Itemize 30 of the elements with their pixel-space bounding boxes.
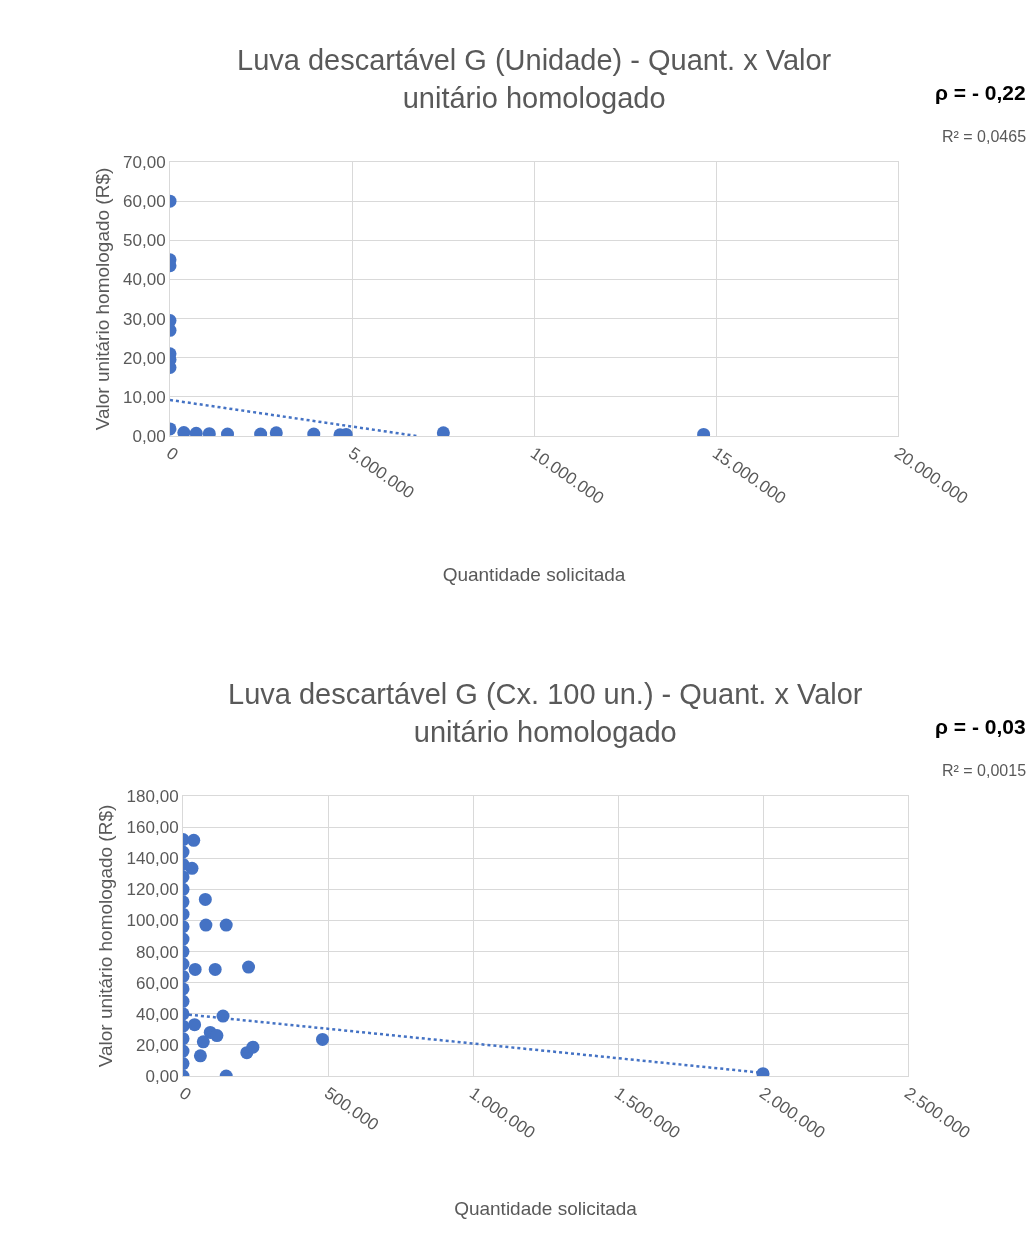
x-axis-title: Quantidade solicitada <box>454 1198 638 1220</box>
y-tick-label: 40,00 <box>136 1004 179 1024</box>
y-axis-title: Valor unitário homologado (R$) <box>95 804 117 1068</box>
text: ρ = - 0,22 <box>935 81 1026 104</box>
chart-title: Luva descartável G (Unidade) - Quant. x Valor unitário homologado <box>237 44 832 114</box>
y-tick-label: 30,00 <box>123 309 166 329</box>
y-tick-label: 60,00 <box>123 192 166 212</box>
text: R² = 0,0465 <box>942 128 1027 145</box>
y-axis-title: Valor unitário homologado (R$) <box>91 167 113 431</box>
y-tick-label: 120,00 <box>126 880 179 900</box>
y-tick-label: 100,00 <box>126 911 179 931</box>
y-tick-label: 60,00 <box>136 973 179 993</box>
x-axis-title: Quantidade solicitada <box>442 563 626 585</box>
y-tick-label: 20,00 <box>136 1035 179 1055</box>
y-tick-label: 0,00 <box>132 426 166 446</box>
text: R² = 0,0015 <box>942 762 1027 779</box>
y-tick-label: 40,00 <box>123 270 166 290</box>
y-tick-label: 0,00 <box>145 1066 179 1086</box>
y-tick-label: 50,00 <box>123 231 166 251</box>
y-tick-label: 160,00 <box>126 818 179 838</box>
y-tick-label: 20,00 <box>123 348 166 368</box>
y-tick-label: 180,00 <box>126 786 179 806</box>
x-tick-label: 0 <box>175 1083 195 1105</box>
x-tick-label: 0 <box>162 443 182 465</box>
y-tick-label: 70,00 <box>123 152 166 172</box>
y-tick-label: 80,00 <box>136 942 179 962</box>
y-tick-label: 140,00 <box>126 849 179 869</box>
chart-title: Luva descartável G (Cx. 100 un.) - Quant. x Valor unitário homologado <box>228 678 863 748</box>
y-tick-label: 10,00 <box>123 387 166 407</box>
text: ρ = - 0,03 <box>935 715 1026 738</box>
